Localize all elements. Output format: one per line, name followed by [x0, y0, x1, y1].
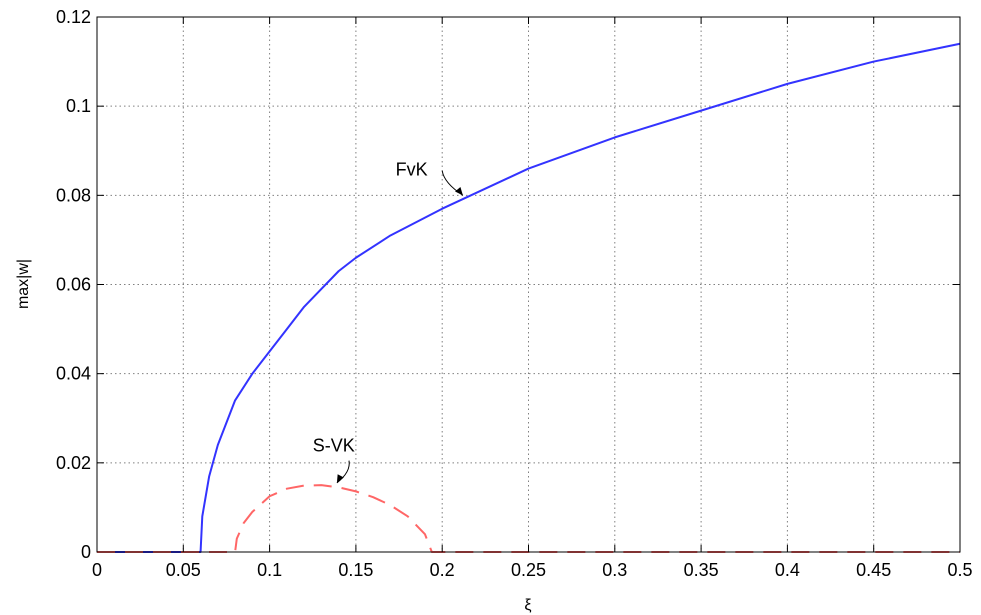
x-tick-label: 0.1 [257, 560, 282, 580]
x-tick-label: 0.15 [338, 560, 373, 580]
x-tick-label: 0.5 [947, 560, 972, 580]
annotation-label: S-VK [313, 436, 355, 456]
y-tick-label: 0.04 [56, 364, 91, 384]
x-tick-label: 0.45 [856, 560, 891, 580]
y-tick-label: 0 [81, 542, 91, 562]
x-tick-label: 0.3 [602, 560, 627, 580]
y-tick-label: 0.06 [56, 275, 91, 295]
x-axis-label: ξ [524, 597, 531, 614]
series-layer [97, 42, 961, 553]
x-tick-label: 0.4 [775, 560, 800, 580]
annotation-arrow-head [336, 474, 344, 483]
y-tick-label: 0.08 [56, 185, 91, 205]
annotation-label: FvK [396, 159, 428, 179]
x-tick-label: 0.2 [430, 560, 455, 580]
y-tick-label: 0.02 [56, 453, 91, 473]
x-tick-label: 0.35 [684, 560, 719, 580]
x-tick-label: 0.05 [166, 560, 201, 580]
y-tick-label: 0.12 [56, 7, 91, 27]
annotations: FvK S-VK [313, 159, 464, 484]
y-tick-label: 0.1 [66, 96, 91, 116]
grid [97, 17, 960, 552]
ticks: 0 0.05 0.1 0.15 0.2 0.25 0.3 0.35 0.4 0.45 0.5 0 0.0… [56, 7, 973, 580]
series-line-fvk [97, 42, 961, 553]
y-axis-label: max|w| [15, 259, 32, 309]
annotation-arrow-head [455, 186, 463, 196]
x-tick-label: 0.25 [511, 560, 546, 580]
x-tick-label: 0 [92, 560, 102, 580]
